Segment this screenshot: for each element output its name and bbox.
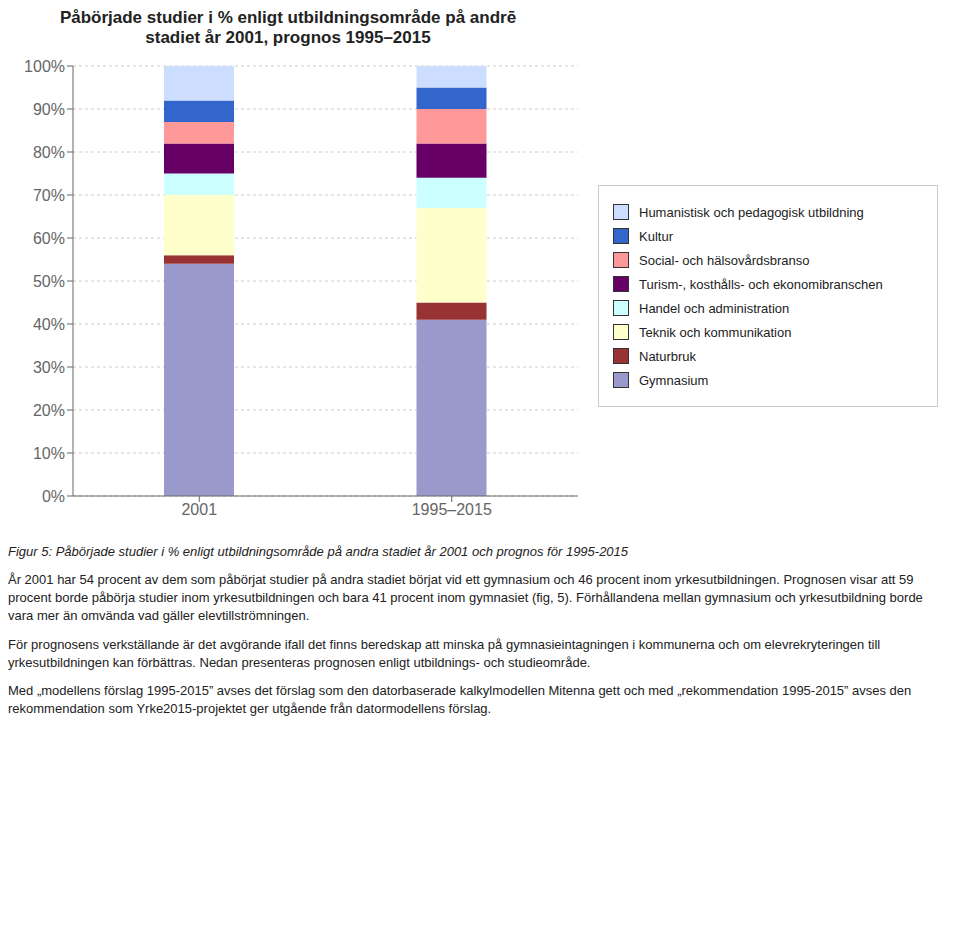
html-text:Social- och hälsovårdsbranso: Social- och hälsovårdsbranso [639, 252, 810, 268]
html-text:Teknik och kommunikation: Teknik och kommunikation [639, 324, 792, 340]
html-text:För prognosens verkställande ä: För prognosens verkställande är det avgö… [8, 636, 881, 670]
html-text:stadiet år 2001, prognos 1995–: stadiet år 2001, prognos 1995–2015 [145, 28, 431, 47]
svg-text:30%: 30% [33, 359, 65, 376]
html-text:Gymnasium: Gymnasium [639, 372, 709, 388]
svg-text:10%: 10% [33, 445, 65, 462]
html-text:Turism-, kosthålls- och ekonom: Turism-, kosthålls- och ekonomibranschen [639, 276, 883, 292]
html-text:Naturbruk: Naturbruk [639, 348, 697, 364]
svg-text:40%: 40% [33, 316, 65, 333]
html-text:Påbörjade studier i % enligt u: Påbörjade studier i % enligt utbildnings… [59, 8, 517, 27]
svg-text:0%: 0% [42, 488, 65, 505]
svg-text:100%: 100% [24, 58, 65, 75]
html-text:Handel och administration: Handel och administration [639, 300, 790, 316]
html-text:Humanistisk och pedagogisk utb: Humanistisk och pedagogisk utbildning [639, 204, 864, 220]
svg-text:2001: 2001 [181, 501, 217, 518]
svg-text:60%: 60% [33, 230, 65, 247]
html-text:År 2001 har 54 procent av dem: År 2001 har 54 procent av dem som påbörj… [8, 572, 923, 624]
svg-text:80%: 80% [33, 144, 65, 161]
html-text:Figur 5: Påbörjade studier i %: Figur 5: Påbörjade studier i % enligt ut… [8, 544, 629, 559]
svg-text:90%: 90% [33, 101, 65, 118]
svg-text:70%: 70% [33, 187, 65, 204]
svg-text:1995–2015: 1995–2015 [412, 501, 492, 518]
html-text:Med „modellens förslag 1995-20: Med „modellens förslag 1995-2015” avses … [8, 682, 912, 717]
html-text:Kultur: Kultur [639, 228, 673, 244]
svg-text:50%: 50% [33, 273, 65, 290]
svg-text:20%: 20% [33, 402, 65, 419]
